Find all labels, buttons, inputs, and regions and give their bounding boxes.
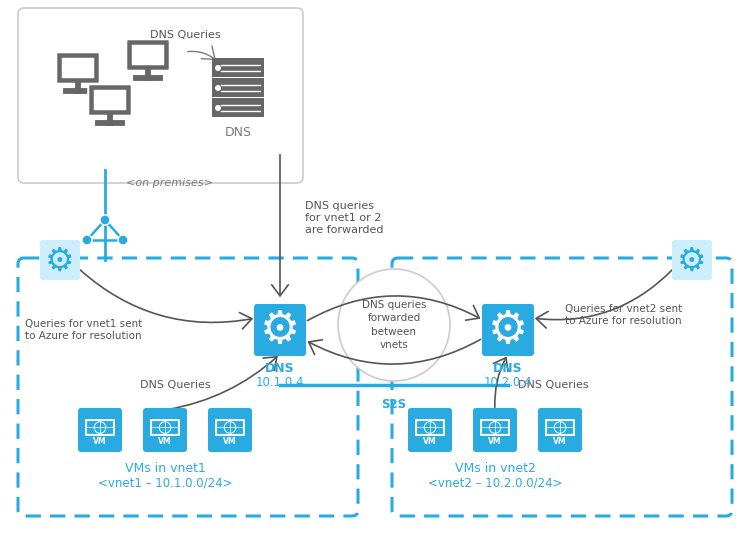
Text: <vnet1 – 10.1.0.0/24>: <vnet1 – 10.1.0.0/24> (98, 476, 232, 489)
FancyBboxPatch shape (132, 45, 164, 65)
Text: DNS: DNS (266, 362, 295, 375)
FancyBboxPatch shape (482, 421, 508, 434)
FancyBboxPatch shape (215, 419, 245, 436)
Bar (212, 98, 264, 117)
FancyBboxPatch shape (482, 304, 534, 356)
Text: ⚙: ⚙ (260, 310, 300, 352)
FancyBboxPatch shape (85, 419, 115, 436)
Text: Queries for vnet2 sent
to Azure for resolution: Queries for vnet2 sent to Azure for reso… (565, 304, 682, 326)
Text: S2S: S2S (382, 398, 406, 411)
FancyBboxPatch shape (87, 421, 113, 434)
FancyBboxPatch shape (545, 419, 575, 436)
Circle shape (215, 105, 221, 111)
Text: VM: VM (554, 437, 567, 446)
FancyBboxPatch shape (480, 419, 510, 436)
Text: VM: VM (224, 437, 237, 446)
Text: VMs in vnet1: VMs in vnet1 (124, 462, 206, 475)
FancyBboxPatch shape (415, 419, 445, 436)
Text: DNS Queries: DNS Queries (518, 380, 588, 390)
FancyBboxPatch shape (62, 58, 94, 78)
FancyBboxPatch shape (408, 408, 452, 452)
FancyBboxPatch shape (473, 408, 517, 452)
Text: ⚙: ⚙ (45, 244, 75, 277)
Circle shape (215, 65, 221, 71)
FancyBboxPatch shape (126, 39, 170, 71)
FancyBboxPatch shape (143, 408, 187, 452)
Text: VMs in vnet2: VMs in vnet2 (454, 462, 536, 475)
Text: DNS: DNS (494, 362, 523, 375)
Text: DNS Queries: DNS Queries (140, 380, 210, 390)
Circle shape (82, 235, 92, 245)
Text: VM: VM (158, 437, 172, 446)
FancyBboxPatch shape (254, 304, 306, 356)
Circle shape (118, 235, 128, 245)
FancyBboxPatch shape (94, 90, 126, 110)
Text: ⚙: ⚙ (488, 310, 528, 352)
Text: VM: VM (93, 437, 106, 446)
Text: 10.1.0.4: 10.1.0.4 (256, 376, 304, 389)
FancyBboxPatch shape (150, 419, 180, 436)
FancyBboxPatch shape (672, 240, 712, 280)
Text: <on premises>: <on premises> (127, 178, 214, 188)
FancyBboxPatch shape (547, 421, 573, 434)
Circle shape (338, 269, 450, 381)
FancyBboxPatch shape (217, 421, 243, 434)
Text: VM: VM (423, 437, 436, 446)
Circle shape (215, 85, 221, 91)
Bar (212, 78, 264, 97)
FancyBboxPatch shape (40, 240, 80, 280)
FancyBboxPatch shape (208, 408, 252, 452)
Text: Queries for vnet1 sent
to Azure for resolution: Queries for vnet1 sent to Azure for reso… (25, 319, 142, 341)
Bar (212, 58, 264, 77)
FancyBboxPatch shape (88, 84, 132, 116)
Text: VM: VM (488, 437, 502, 446)
Text: DNS queries
for vnet1 or 2
are forwarded: DNS queries for vnet1 or 2 are forwarded (305, 202, 383, 235)
FancyBboxPatch shape (152, 421, 178, 434)
Text: <vnet2 – 10.2.0.0/24>: <vnet2 – 10.2.0.0/24> (427, 476, 562, 489)
Text: DNS Queries: DNS Queries (150, 30, 220, 40)
FancyBboxPatch shape (78, 408, 122, 452)
Text: ⚙: ⚙ (677, 244, 706, 277)
Text: DNS: DNS (224, 126, 251, 139)
FancyBboxPatch shape (538, 408, 582, 452)
Circle shape (100, 215, 110, 225)
Text: 10.2.0.4: 10.2.0.4 (484, 376, 532, 389)
FancyBboxPatch shape (417, 421, 443, 434)
Text: DNS queries
forwarded
between
vnets: DNS queries forwarded between vnets (362, 300, 426, 350)
FancyBboxPatch shape (56, 52, 100, 84)
